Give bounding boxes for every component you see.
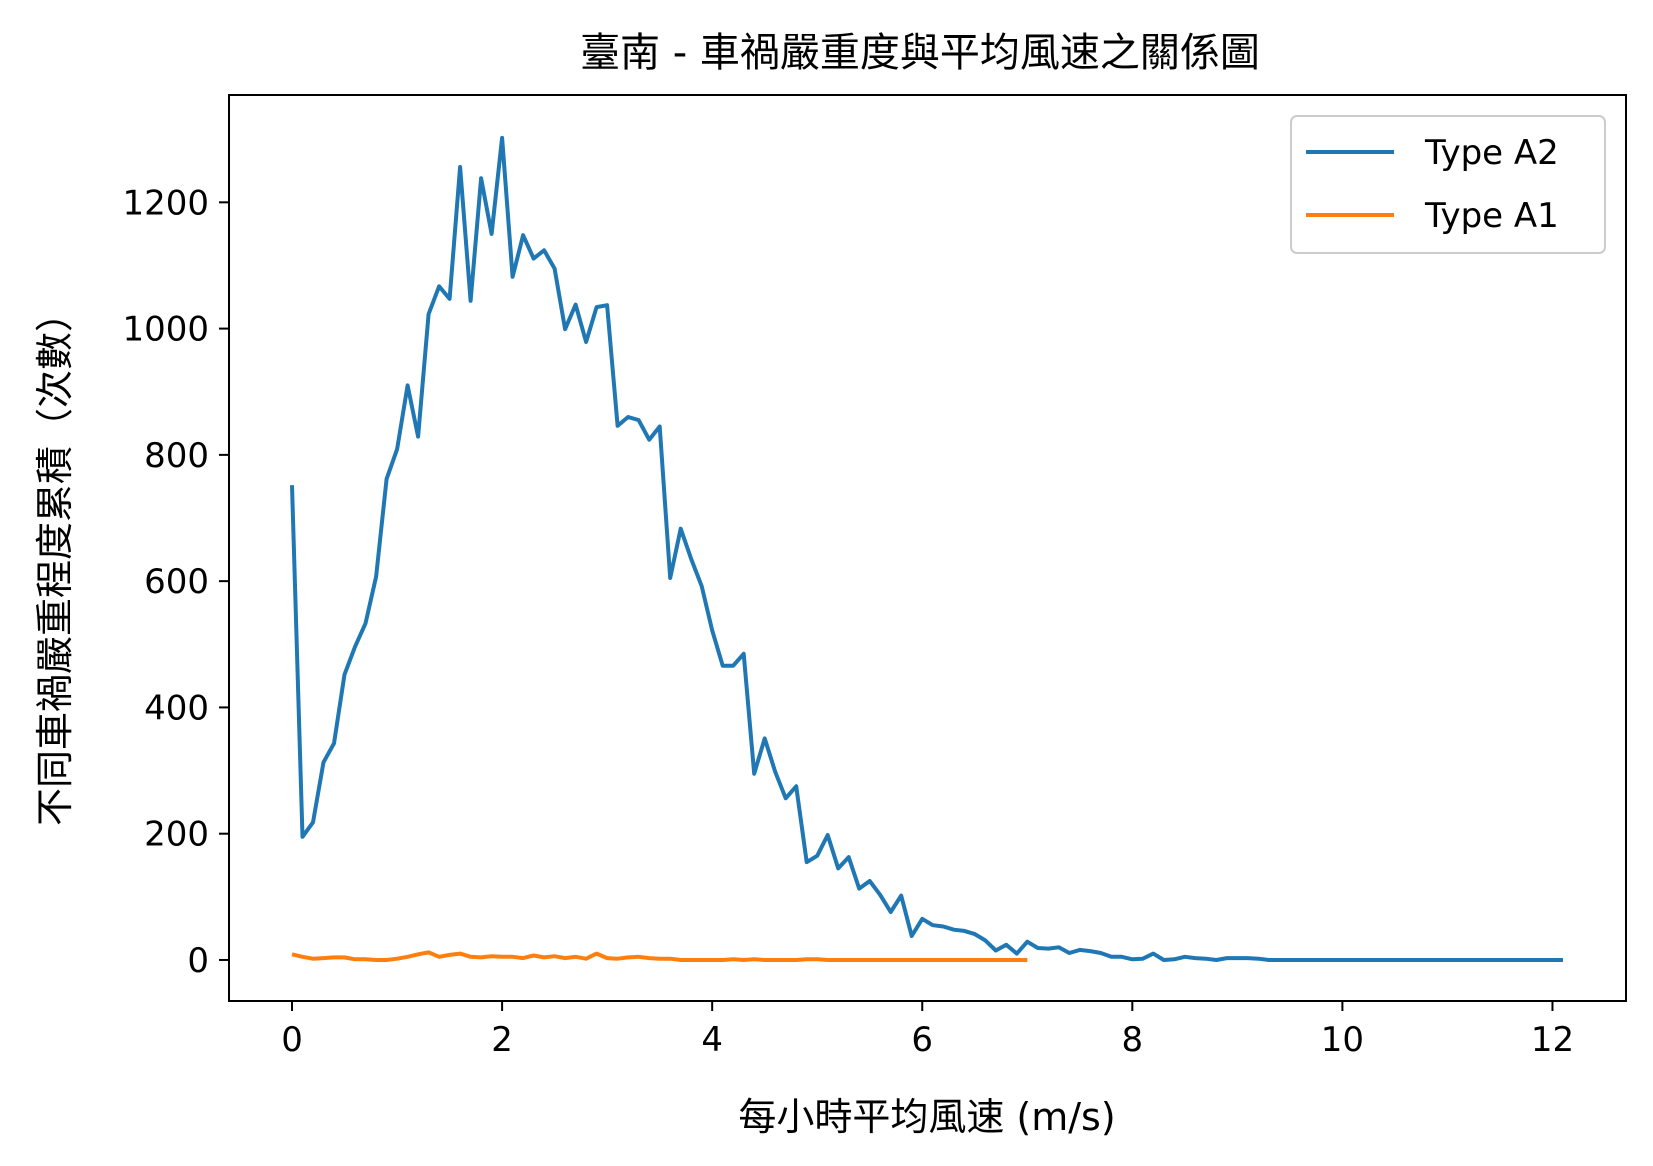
chart-title: 臺南 - 車禍嚴重度與平均風速之關係圖 bbox=[580, 30, 1260, 76]
x-tick-label: 12 bbox=[1531, 1020, 1574, 1060]
x-tick-label: 6 bbox=[911, 1020, 933, 1060]
x-axis-label: 每小時平均風速 (m/s) bbox=[738, 1095, 1115, 1139]
x-tick-label: 8 bbox=[1122, 1020, 1144, 1060]
y-tick-label: 0 bbox=[187, 941, 209, 981]
y-tick-label: 1200 bbox=[122, 183, 209, 223]
y-tick-label: 1000 bbox=[122, 310, 209, 350]
y-tick-label: 200 bbox=[144, 815, 209, 855]
x-tick-label: 10 bbox=[1321, 1020, 1364, 1060]
x-tick-label: 0 bbox=[281, 1020, 303, 1060]
x-tick-label: 4 bbox=[701, 1020, 723, 1060]
legend-label-type-a2: Type A2 bbox=[1424, 133, 1559, 173]
legend-label-type-a1: Type A1 bbox=[1424, 196, 1559, 236]
legend: Type A2 Type A1 bbox=[1291, 116, 1605, 253]
x-tick-label: 2 bbox=[491, 1020, 513, 1060]
y-tick-label: 800 bbox=[144, 436, 209, 476]
y-tick-label: 600 bbox=[144, 562, 209, 602]
y-tick-label: 400 bbox=[144, 688, 209, 728]
y-axis-label: 不同車禍嚴重程度累積（次數） bbox=[33, 294, 77, 826]
